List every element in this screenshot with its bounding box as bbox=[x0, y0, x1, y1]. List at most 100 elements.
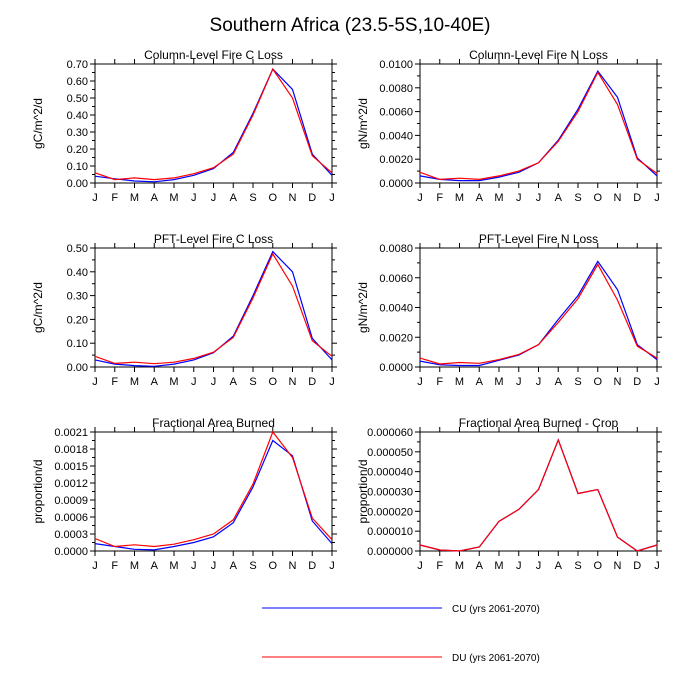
fractional-area-burned-xtick-label: A bbox=[151, 560, 159, 572]
pft-fire-c-loss-xtick-label: J bbox=[191, 376, 197, 388]
pft-fire-n-loss-xtick-label: D bbox=[633, 376, 641, 388]
column-fire-c-loss-title: Column-Level Fire C Loss bbox=[144, 48, 283, 62]
fractional-area-burned-ytick-label: 0.0000 bbox=[54, 546, 88, 558]
fractional-area-burned-crop-xtick-label: A bbox=[476, 560, 484, 572]
pft-fire-n-loss-xtick-label: O bbox=[593, 376, 602, 388]
pft-fire-n-loss-ylabel: gN/m^2/d bbox=[356, 282, 370, 333]
column-fire-c-loss-frame bbox=[94, 63, 333, 184]
pft-fire-c-loss-xtick-label: O bbox=[268, 376, 277, 388]
pft-fire-n-loss-xtick-label: N bbox=[614, 376, 622, 388]
column-fire-n-loss-xtick-label: N bbox=[614, 192, 622, 204]
fractional-area-burned-crop-xtick-label: A bbox=[555, 560, 563, 572]
pft-fire-c-loss-series-cu bbox=[94, 250, 333, 367]
fractional-area-burned-crop-ytick-label: 0.000040 bbox=[367, 467, 413, 479]
fractional-area-burned-ytick-label: 0.0012 bbox=[54, 478, 88, 490]
column-fire-n-loss-xtick-label: O bbox=[593, 192, 602, 204]
pft-fire-n-loss-xtick-label: M bbox=[455, 376, 464, 388]
pft-fire-c-loss-xtick-label: A bbox=[230, 376, 238, 388]
pft-fire-n-loss-series-cu bbox=[419, 260, 658, 367]
pft-fire-c-loss-xtick-label: N bbox=[289, 376, 297, 388]
column-fire-n-loss-ytick-label: 0.0040 bbox=[379, 130, 413, 142]
column-fire-n-loss-xtick-label: J bbox=[536, 192, 542, 204]
legend-label-cu: CU (yrs 2061-2070) bbox=[452, 604, 540, 615]
fractional-area-burned-crop-xtick-label: J bbox=[516, 560, 522, 572]
column-fire-n-loss-ytick-label: 0.0000 bbox=[379, 178, 413, 190]
pft-fire-c-loss-xtick-label: S bbox=[249, 376, 256, 388]
column-fire-c-loss-xtick-label: J bbox=[191, 192, 197, 204]
column-fire-c-loss-ytick-label: 0.70 bbox=[67, 59, 88, 71]
column-fire-c-loss-ytick-label: 0.60 bbox=[67, 76, 88, 88]
legend: CU (yrs 2061-2070) DU (yrs 2061-2070) bbox=[262, 604, 540, 664]
column-fire-n-loss-xtick-label: J bbox=[654, 192, 660, 204]
figure-title: Southern Africa (23.5-5S,10-40E) bbox=[210, 15, 491, 36]
fractional-area-burned-ytick-label: 0.0003 bbox=[54, 529, 88, 541]
pft-fire-n-loss-panel: PFT-Level Fire N Loss gN/m^2/d 0.0000 0.002… bbox=[356, 232, 662, 388]
fractional-area-burned-xtick-label: J bbox=[211, 560, 217, 572]
column-fire-c-loss-ytick-label: 0.20 bbox=[67, 144, 88, 156]
column-fire-c-loss-panel: Column-Level Fire C Loss gC/m^2/d 0.00 0.10… bbox=[31, 48, 337, 204]
pft-fire-c-loss-xtick-label: J bbox=[329, 376, 335, 388]
fractional-area-burned-xtick-label: N bbox=[289, 560, 297, 572]
fractional-area-burned-crop-series-cu bbox=[419, 438, 658, 552]
fractional-area-burned-crop-xtick-label: M bbox=[455, 560, 464, 572]
fractional-area-burned-ylabel: proportion/d bbox=[31, 459, 45, 523]
column-fire-n-loss-ytick-label: 0.0080 bbox=[379, 83, 413, 95]
column-fire-n-loss-panel: Column-Level Fire N Loss gN/m^2/d 0.0000 0.… bbox=[356, 48, 662, 204]
column-fire-n-loss-series-du bbox=[419, 71, 658, 181]
fractional-area-burned-ytick-label: 0.0009 bbox=[54, 495, 88, 507]
fractional-area-burned-xtick-label: M bbox=[169, 560, 178, 572]
fractional-area-burned-crop-xtick-label: O bbox=[593, 560, 602, 572]
pft-fire-c-loss-series-du bbox=[94, 252, 333, 365]
legend-label-du: DU (yrs 2061-2070) bbox=[452, 653, 540, 664]
column-fire-n-loss-xtick-label: F bbox=[436, 192, 443, 204]
pft-fire-c-loss-panel: PFT-Level Fire C Loss gC/m^2/d 0.00 0.10 0.2… bbox=[31, 232, 337, 388]
column-fire-c-loss-xtick-label: J bbox=[92, 192, 98, 204]
fractional-area-burned-crop-ytick-label: 0.000060 bbox=[367, 427, 413, 439]
fractional-area-burned-crop-xtick-label: S bbox=[574, 560, 581, 572]
column-fire-c-loss-xtick-label: J bbox=[211, 192, 217, 204]
pft-fire-n-loss-xtick-label: A bbox=[476, 376, 484, 388]
column-fire-c-loss-series-du bbox=[94, 67, 333, 181]
column-fire-c-loss-xtick-label: M bbox=[130, 192, 139, 204]
fractional-area-burned-ytick-label: 0.0018 bbox=[54, 444, 88, 456]
column-fire-c-loss-ylabel: gC/m^2/d bbox=[31, 98, 45, 149]
fractional-area-burned-xtick-label: A bbox=[230, 560, 238, 572]
column-fire-c-loss-xtick-label: N bbox=[289, 192, 297, 204]
fractional-area-burned-title: Fractional Area Burned bbox=[152, 416, 275, 430]
column-fire-c-loss-xtick-label: O bbox=[268, 192, 277, 204]
pft-fire-n-loss-ytick-label: 0.0060 bbox=[379, 273, 413, 285]
fractional-area-burned-xtick-label: S bbox=[249, 560, 256, 572]
pft-fire-n-loss-title: PFT-Level Fire N Loss bbox=[479, 232, 598, 246]
pft-fire-n-loss-xtick-label: S bbox=[574, 376, 581, 388]
pft-fire-c-loss-xtick-label: M bbox=[169, 376, 178, 388]
pft-fire-c-loss-xtick-label: F bbox=[111, 376, 118, 388]
fractional-area-burned-panel: Fractional Area Burned proportion/d 0.0000… bbox=[31, 416, 337, 572]
column-fire-c-loss-xtick-label: D bbox=[308, 192, 316, 204]
pft-fire-n-loss-series-du bbox=[419, 263, 658, 365]
fractional-area-burned-crop-xtick-label: D bbox=[633, 560, 641, 572]
fractional-area-burned-ytick-label: 0.0015 bbox=[54, 461, 88, 473]
column-fire-n-loss-ytick-label: 0.0100 bbox=[379, 59, 413, 71]
pft-fire-n-loss-ytick-label: 0.0080 bbox=[379, 243, 413, 255]
fractional-area-burned-crop-ylabel: proportion/d bbox=[356, 459, 370, 523]
column-fire-c-loss-ytick-label: 0.40 bbox=[67, 110, 88, 122]
pft-fire-n-loss-ytick-label: 0.0020 bbox=[379, 332, 413, 344]
fractional-area-burned-crop-ytick-label: 0.000030 bbox=[367, 487, 413, 499]
pft-fire-c-loss-ytick-label: 0.20 bbox=[67, 314, 88, 326]
pft-fire-n-loss-xtick-label: A bbox=[555, 376, 563, 388]
column-fire-n-loss-xtick-label: S bbox=[574, 192, 581, 204]
pft-fire-c-loss-xtick-label: J bbox=[211, 376, 217, 388]
column-fire-c-loss-xtick-label: M bbox=[169, 192, 178, 204]
pft-fire-c-loss-frame bbox=[94, 247, 333, 368]
column-fire-n-loss-ytick-label: 0.0020 bbox=[379, 154, 413, 166]
fractional-area-burned-ytick-label: 0.0021 bbox=[54, 427, 88, 439]
column-fire-n-loss-xtick-label: A bbox=[476, 192, 484, 204]
fractional-area-burned-crop-ytick-label: 0.000010 bbox=[367, 526, 413, 538]
fractional-area-burned-crop-xtick-label: J bbox=[536, 560, 542, 572]
fractional-area-burned-frame bbox=[94, 431, 333, 552]
fractional-area-burned-xtick-label: O bbox=[268, 560, 277, 572]
column-fire-c-loss-xtick-label: F bbox=[111, 192, 118, 204]
column-fire-c-loss-xtick-label: A bbox=[230, 192, 238, 204]
pft-fire-n-loss-ytick-label: 0.0040 bbox=[379, 303, 413, 315]
pft-fire-n-loss-xtick-label: J bbox=[417, 376, 423, 388]
